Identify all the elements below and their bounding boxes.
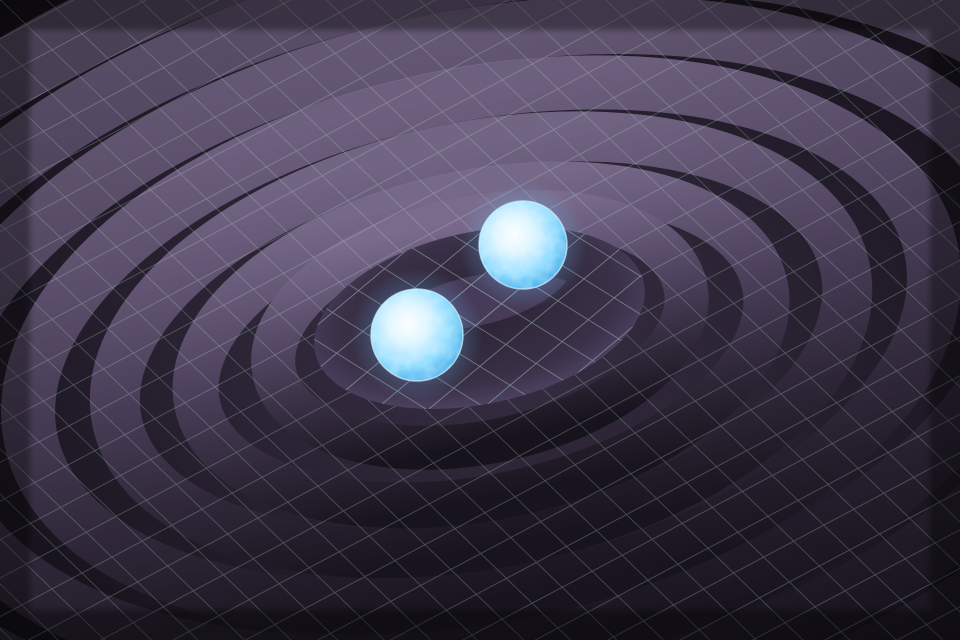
star-upper-right-icon bbox=[459, 181, 587, 309]
star-lower-left-icon bbox=[351, 269, 483, 401]
